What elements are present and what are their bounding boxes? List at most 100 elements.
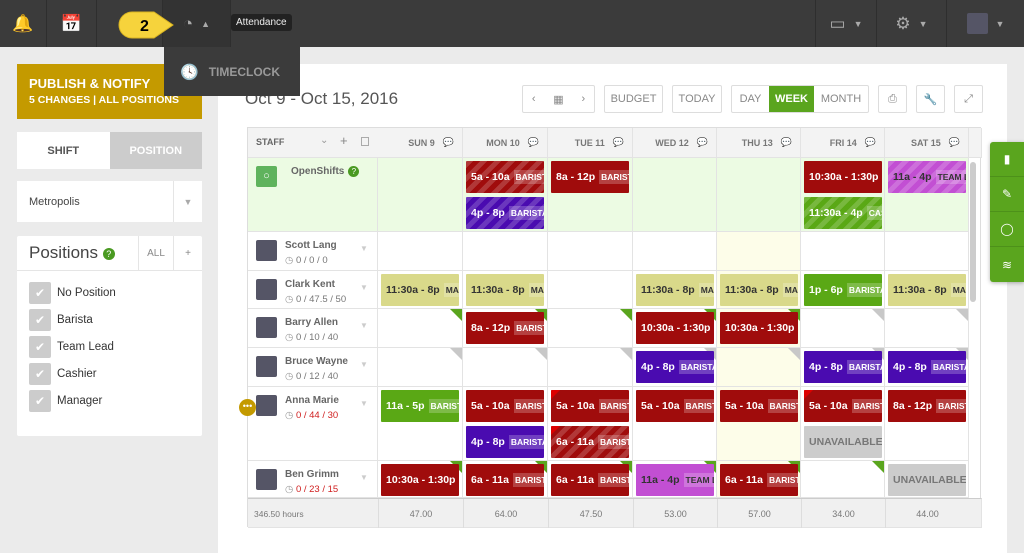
schedule-cell[interactable]	[548, 271, 633, 309]
timeclock-menu-item[interactable]: 🕓 TIMECLOCK	[164, 47, 300, 96]
shift-block[interactable]: 5a - 10aBARISTA	[466, 161, 544, 193]
schedule-cell[interactable]: 11:30a - 8pMANAGER	[378, 271, 463, 309]
schedule-cell[interactable]	[633, 158, 717, 232]
row-menu-caret-icon[interactable]: ▼	[360, 321, 368, 330]
checkbox-checked-icon[interactable]: ✔	[29, 308, 51, 331]
schedule-cell[interactable]	[717, 158, 801, 232]
shift-block[interactable]: UNAVAILABLE	[888, 464, 966, 496]
day-header[interactable]: MON 10 💬	[463, 128, 548, 158]
schedule-cell[interactable]	[463, 232, 548, 271]
day-header[interactable]: TUE 11 💬	[548, 128, 633, 158]
shift-block[interactable]: 5a - 10aBARISTA	[720, 390, 798, 422]
checkbox-checked-icon[interactable]: ✔	[29, 281, 51, 304]
help-icon[interactable]: ?	[348, 166, 360, 177]
shift-block[interactable]: 10:30a - 1:30p	[720, 312, 798, 344]
staff-name[interactable]: Anna Marie	[285, 395, 339, 406]
schedule-cell[interactable]: 11:30a - 8pMANAGER	[463, 271, 548, 309]
wrench-icon[interactable]: 🔧	[916, 85, 945, 113]
row-menu-caret-icon[interactable]: ▼	[360, 473, 368, 482]
schedule-cell[interactable]	[885, 309, 969, 348]
shift-block[interactable]: 11:30a - 8pMANAGER	[888, 274, 966, 306]
shift-block[interactable]: 6a - 11aBARISTA	[551, 464, 629, 496]
schedule-cell[interactable]: 11a - 5pBARISTA	[378, 387, 463, 461]
checkbox-checked-icon[interactable]: ✔	[29, 389, 51, 412]
more-options-icon[interactable]: •••	[239, 399, 256, 416]
day-header[interactable]: FRI 14 💬	[801, 128, 885, 158]
shift-block[interactable]: 11:30a - 4pCASHIER	[804, 197, 882, 229]
prev-week-button[interactable]: ‹	[531, 93, 536, 105]
shift-block[interactable]: 5a - 10aBARISTA	[636, 390, 714, 422]
schedule-cell[interactable]: 11:30a - 8pMANAGER	[885, 271, 969, 309]
bell-icon[interactable]: 🔔	[0, 0, 47, 47]
shift-block[interactable]: 6a - 11aBARISTA	[720, 464, 798, 496]
shift-block[interactable]: 10:30a - 1:30p	[381, 464, 459, 496]
view-day[interactable]: DAY	[739, 93, 762, 105]
schedule-cell[interactable]: 5a - 10aBARISTA6a - 11aBARISTA	[548, 387, 633, 461]
shift-block[interactable]: 8a - 12pBARISTA	[551, 161, 629, 193]
view-month[interactable]: MONTH	[820, 93, 862, 105]
schedule-cell[interactable]: 10:30a - 1:30p	[378, 461, 463, 498]
schedule-cell[interactable]: 6a - 11aBARISTA	[548, 461, 633, 498]
scrollbar[interactable]	[970, 162, 976, 302]
position-filter[interactable]: ✔ Cashier	[17, 360, 202, 387]
schedule-cell[interactable]	[548, 232, 633, 271]
schedule-cell[interactable]: 8a - 12pBARISTA	[548, 158, 633, 232]
row-menu-caret-icon[interactable]: ▼	[360, 360, 368, 369]
schedule-cell[interactable]	[378, 309, 463, 348]
schedule-cell[interactable]	[717, 232, 801, 271]
schedule-cell[interactable]	[378, 348, 463, 387]
schedule-cell[interactable]: 5a - 10aBARISTA	[717, 387, 801, 461]
shift-block[interactable]: 11:30a - 8pMANAGER	[636, 274, 714, 306]
shift-block[interactable]: 10:30a - 1:30p	[804, 161, 882, 193]
book-icon[interactable]: ▮	[990, 142, 1024, 177]
schedule-cell[interactable]: 11:30a - 8pMANAGER	[633, 271, 717, 309]
user-menu[interactable]: ▼	[947, 0, 1024, 47]
position-filter[interactable]: ✔ No Position	[17, 279, 202, 306]
select-all-button[interactable]: ALL	[138, 235, 173, 271]
schedule-cell[interactable]: 10:30a - 1:30p 11:30a - 4pCASHIER	[801, 158, 885, 232]
position-filter[interactable]: ✔ Manager	[17, 387, 202, 414]
schedule-cell[interactable]: 8a - 12pBARISTA	[885, 387, 969, 461]
row-menu-caret-icon[interactable]: ▼	[360, 244, 368, 253]
location-select[interactable]: Metropolis ▼	[17, 181, 202, 222]
shift-block[interactable]: 11:30a - 8pMANAGER	[381, 274, 459, 306]
chat-icon[interactable]: ◯	[990, 212, 1024, 247]
checkbox-checked-icon[interactable]: ✔	[29, 335, 51, 358]
schedule-cell[interactable]	[717, 348, 801, 387]
comment-icon[interactable]: 💬	[780, 137, 792, 147]
schedule-cell[interactable]	[378, 232, 463, 271]
print-icon[interactable]: ⎙	[878, 85, 907, 113]
comment-icon[interactable]: 💬	[696, 137, 708, 147]
schedule-cell[interactable]: 6a - 11aBARISTA	[463, 461, 548, 498]
shift-block[interactable]: 8a - 12pBARISTA	[466, 312, 544, 344]
shift-block[interactable]: 6a - 11aBARISTA	[466, 464, 544, 496]
staff-name[interactable]: Scott Lang	[285, 240, 337, 251]
row-menu-caret-icon[interactable]: ▼	[360, 283, 368, 292]
schedule-cell[interactable]: 11:30a - 8pMANAGER	[717, 271, 801, 309]
day-header[interactable]: SUN 9 💬	[378, 128, 463, 158]
staff-name[interactable]: Clark Kent	[285, 279, 336, 290]
staff-name[interactable]: Ben Grimm	[285, 469, 339, 480]
schedule-cell[interactable]: 5a - 10aBARISTA UNAVAILABLE	[801, 387, 885, 461]
attendance-menu[interactable]: ◔ ▲	[163, 0, 231, 47]
schedule-cell[interactable]	[885, 232, 969, 271]
shift-block[interactable]: 5a - 10aBARISTA	[466, 390, 544, 422]
shift-block[interactable]: 10:30a - 1:30p	[636, 312, 714, 344]
comment-icon[interactable]: 💬	[612, 137, 624, 147]
help-icon[interactable]: ?	[102, 247, 115, 260]
calendar-check-icon[interactable]: 📅	[47, 0, 97, 47]
schedule-cell[interactable]	[463, 348, 548, 387]
shift-block[interactable]: 5a - 10aBARISTA	[804, 390, 882, 422]
ticket-icon[interactable]: ✎	[990, 177, 1024, 212]
calendar-icon[interactable]: ▦	[553, 93, 564, 106]
day-header[interactable]: THU 13 💬	[717, 128, 801, 158]
